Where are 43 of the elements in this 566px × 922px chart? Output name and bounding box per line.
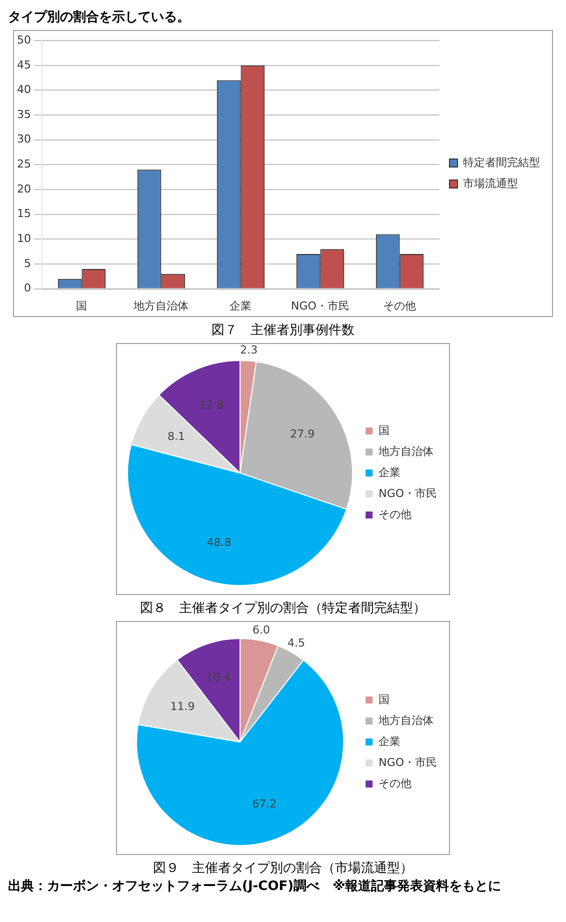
data-label: 11.9 (170, 700, 195, 714)
legend-label: NGO・市民 (378, 486, 438, 500)
legend-label: 国 (378, 692, 390, 706)
data-label: 6.0 (252, 623, 270, 636)
legend-label: 地方自治体 (378, 444, 434, 458)
data-label: 2.3 (240, 344, 258, 357)
legend-label: NGO・市民 (378, 756, 438, 769)
text: 図８ 主催者タイプ別の割合（特定者間完結型） (139, 600, 427, 617)
data-label: 67.2 (252, 798, 277, 811)
text: 図９ 主催者タイプ別の割合（市場流通型） (152, 860, 414, 877)
x-tick-label: NGO・市民 (291, 299, 350, 312)
y-tick-label: 45 (16, 58, 31, 72)
x-tick-label: 地方自治体 (132, 299, 189, 312)
legend-label: 国 (378, 424, 390, 437)
legend-label: 市場流通型 (463, 176, 518, 190)
source-note: 出典：カーボン・オフセットフォーラム(J-COF)調べ ※報道記事発表資料をもとに (8, 878, 502, 895)
data-label: 12.8 (199, 398, 224, 412)
y-tick-label: 50 (16, 33, 31, 46)
y-tick-label: 30 (16, 132, 31, 146)
text: タイプ別の割合を示している。 (8, 8, 191, 26)
y-tick-label: 10 (16, 232, 31, 246)
y-tick-label: 20 (16, 182, 31, 196)
legend-label: 企業 (378, 734, 401, 748)
y-tick-label: 35 (16, 108, 31, 121)
data-label: 10.4 (206, 671, 231, 684)
legend-label: その他 (378, 508, 412, 521)
data-label: 27.9 (290, 428, 315, 441)
y-tick-label: 5 (24, 256, 31, 270)
data-label: 48.8 (206, 536, 232, 549)
y-tick-label: 15 (16, 207, 31, 220)
data-label: 8.1 (168, 430, 186, 444)
y-tick-label: 25 (16, 158, 31, 171)
text: 図７ 主催者別事例件数 (210, 322, 356, 339)
x-tick-label: その他 (383, 299, 416, 312)
y-tick-label: 0 (24, 282, 31, 295)
y-tick-label: 40 (16, 83, 31, 96)
legend-label: 企業 (378, 466, 401, 479)
legend-label: 特定者間完結型 (463, 156, 540, 169)
legend-label: 地方自治体 (378, 714, 434, 727)
data-label: 4.5 (288, 636, 306, 650)
x-tick-label: 国 (76, 299, 88, 312)
legend-label: その他 (378, 776, 412, 790)
x-tick-label: 企業 (230, 299, 252, 312)
